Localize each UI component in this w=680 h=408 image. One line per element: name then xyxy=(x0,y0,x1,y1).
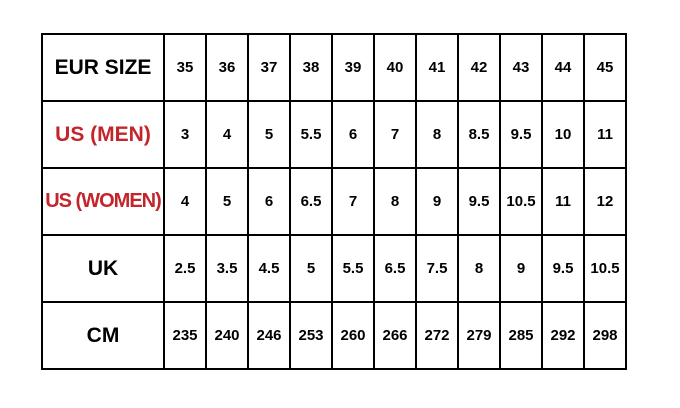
eur-size-value: 37 xyxy=(247,33,291,102)
cm-value: 235 xyxy=(163,301,207,370)
us-women-value: 5 xyxy=(205,167,249,236)
us-men-value: 5 xyxy=(247,100,291,169)
table-row-eur-size: EUR SIZE 35 36 37 38 39 40 41 42 43 44 4… xyxy=(41,33,627,102)
table-row-us-women: US (WOMEN) 4 5 6 6.5 7 8 9 9.5 10.5 11 1… xyxy=(41,167,627,236)
cm-value: 260 xyxy=(331,301,375,370)
us-men-value: 8 xyxy=(415,100,459,169)
cm-value: 253 xyxy=(289,301,333,370)
cm-value: 292 xyxy=(541,301,585,370)
cm-value: 298 xyxy=(583,301,627,370)
table-row-cm: CM 235 240 246 253 260 266 272 279 285 2… xyxy=(41,301,627,370)
uk-value: 10.5 xyxy=(583,234,627,303)
us-women-value: 10.5 xyxy=(499,167,543,236)
uk-value: 5.5 xyxy=(331,234,375,303)
us-women-value: 4 xyxy=(163,167,207,236)
us-women-value: 9 xyxy=(415,167,459,236)
uk-value: 3.5 xyxy=(205,234,249,303)
eur-size-value: 41 xyxy=(415,33,459,102)
row-label-us-men: US (MEN) xyxy=(41,100,165,169)
uk-value: 9 xyxy=(499,234,543,303)
uk-value: 7.5 xyxy=(415,234,459,303)
us-women-value: 7 xyxy=(331,167,375,236)
eur-size-value: 40 xyxy=(373,33,417,102)
table-row-us-men: US (MEN) 3 4 5 5.5 6 7 8 8.5 9.5 10 11 xyxy=(41,100,627,169)
uk-value: 4.5 xyxy=(247,234,291,303)
row-label-cm: CM xyxy=(41,301,165,370)
eur-size-value: 36 xyxy=(205,33,249,102)
row-label-eur-size: EUR SIZE xyxy=(41,33,165,102)
row-label-us-women: US (WOMEN) xyxy=(41,167,165,236)
shoe-size-conversion-table: EUR SIZE 35 36 37 38 39 40 41 42 43 44 4… xyxy=(41,33,627,370)
uk-value: 6.5 xyxy=(373,234,417,303)
us-men-value: 9.5 xyxy=(499,100,543,169)
us-women-value: 12 xyxy=(583,167,627,236)
row-label-uk: UK xyxy=(41,234,165,303)
cm-value: 246 xyxy=(247,301,291,370)
us-women-value: 6.5 xyxy=(289,167,333,236)
us-men-value: 7 xyxy=(373,100,417,169)
eur-size-value: 44 xyxy=(541,33,585,102)
uk-value: 8 xyxy=(457,234,501,303)
us-women-value: 11 xyxy=(541,167,585,236)
eur-size-value: 39 xyxy=(331,33,375,102)
table-row-uk: UK 2.5 3.5 4.5 5 5.5 6.5 7.5 8 9 9.5 10.… xyxy=(41,234,627,303)
us-men-value: 4 xyxy=(205,100,249,169)
eur-size-value: 42 xyxy=(457,33,501,102)
uk-value: 9.5 xyxy=(541,234,585,303)
eur-size-value: 35 xyxy=(163,33,207,102)
us-women-value: 9.5 xyxy=(457,167,501,236)
us-women-value: 8 xyxy=(373,167,417,236)
cm-value: 285 xyxy=(499,301,543,370)
us-men-value: 11 xyxy=(583,100,627,169)
us-men-value: 5.5 xyxy=(289,100,333,169)
eur-size-value: 43 xyxy=(499,33,543,102)
us-men-value: 8.5 xyxy=(457,100,501,169)
eur-size-value: 45 xyxy=(583,33,627,102)
cm-value: 272 xyxy=(415,301,459,370)
us-men-value: 3 xyxy=(163,100,207,169)
cm-value: 279 xyxy=(457,301,501,370)
eur-size-value: 38 xyxy=(289,33,333,102)
cm-value: 240 xyxy=(205,301,249,370)
cm-value: 266 xyxy=(373,301,417,370)
us-men-value: 10 xyxy=(541,100,585,169)
uk-value: 2.5 xyxy=(163,234,207,303)
uk-value: 5 xyxy=(289,234,333,303)
us-men-value: 6 xyxy=(331,100,375,169)
us-women-value: 6 xyxy=(247,167,291,236)
